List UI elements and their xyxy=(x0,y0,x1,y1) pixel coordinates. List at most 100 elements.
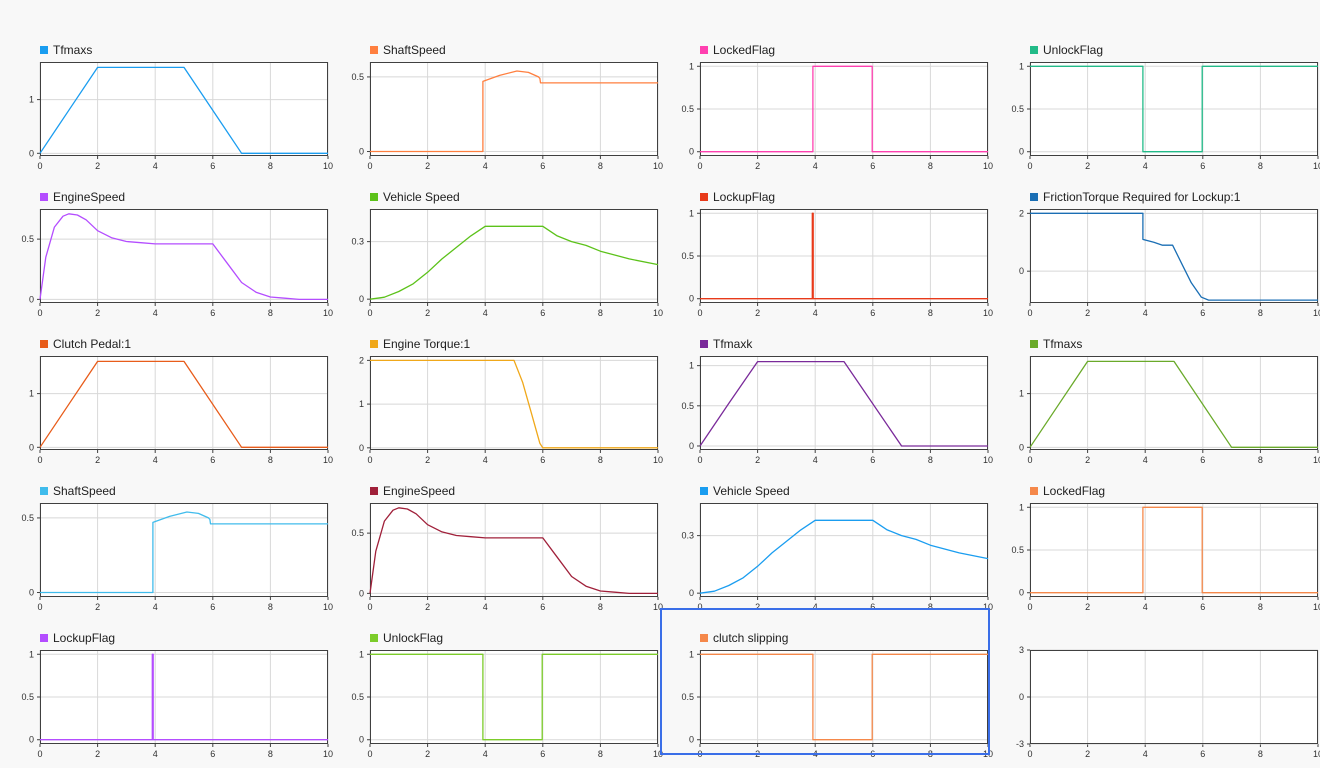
y-tick-label: 0 xyxy=(689,588,694,598)
y-tick-label: 0.5 xyxy=(681,401,694,411)
panel-title-text: LockedFlag xyxy=(713,43,775,57)
x-tick-label: 6 xyxy=(540,308,545,318)
legend-swatch xyxy=(370,46,378,54)
y-tick-label: 0 xyxy=(29,294,34,304)
plot-svg[interactable]: 0 2 4 6 8 10 0 0.5 1 xyxy=(996,499,1320,615)
x-tick-label: 2 xyxy=(425,602,430,612)
x-tick-label: 0 xyxy=(697,749,702,759)
x-tick-label: 0 xyxy=(697,308,702,318)
plot-area xyxy=(1030,209,1318,303)
y-tick-label: 3 xyxy=(1019,645,1024,655)
y-tick-label: 0 xyxy=(359,147,364,157)
plot-svg[interactable]: 0 2 4 6 8 10 0 0.5 xyxy=(6,205,334,321)
y-tick-label: 0 xyxy=(29,735,34,745)
x-tick-label: 2 xyxy=(95,308,100,318)
plot-svg[interactable]: 0 2 4 6 8 10 0 0.5 1 xyxy=(666,58,994,174)
y-tick-label: 0 xyxy=(359,443,364,453)
x-tick-label: 6 xyxy=(210,161,215,171)
y-tick-label: 1 xyxy=(1019,389,1024,399)
x-tick-label: 10 xyxy=(983,308,993,318)
y-tick-label: 0 xyxy=(689,441,694,451)
panel-title: Clutch Pedal:1 xyxy=(40,336,131,352)
plot-svg[interactable]: 0 2 4 6 8 10 0 0.5 1 xyxy=(6,646,334,762)
x-tick-label: 2 xyxy=(95,602,100,612)
x-tick-label: 10 xyxy=(1313,161,1320,171)
x-tick-label: 4 xyxy=(153,308,158,318)
x-tick-label: 4 xyxy=(153,455,158,465)
plot-svg[interactable]: 0 2 4 6 8 10 0 0.3 xyxy=(336,205,664,321)
y-tick-label: 1 xyxy=(359,649,364,659)
panel-title: LockedFlag xyxy=(1030,483,1105,499)
x-tick-label: 2 xyxy=(755,455,760,465)
plot-svg[interactable]: 0 2 4 6 8 10 0 0.5 1 xyxy=(666,646,994,762)
y-tick-label: 0.5 xyxy=(351,528,364,538)
panel-title-text: clutch slipping xyxy=(713,631,788,645)
plot-area xyxy=(370,62,658,156)
x-tick-label: 10 xyxy=(323,602,333,612)
x-tick-label: 4 xyxy=(153,161,158,171)
plot-area xyxy=(1030,356,1318,450)
plot-svg[interactable]: 0 2 4 6 8 10 0 0.5 1 xyxy=(996,58,1320,174)
x-tick-label: 8 xyxy=(928,308,933,318)
y-tick-label: 1 xyxy=(689,61,694,71)
x-tick-label: 2 xyxy=(755,308,760,318)
panel-title-text: LockedFlag xyxy=(1043,484,1105,498)
plot-svg[interactable]: 0 2 4 6 8 10 0 0.5 1 xyxy=(666,205,994,321)
plot-svg[interactable]: 0 2 4 6 8 10 0 0.5 xyxy=(336,58,664,174)
x-tick-label: 0 xyxy=(1027,749,1032,759)
x-tick-label: 6 xyxy=(870,161,875,171)
y-tick-label: 0.5 xyxy=(21,234,34,244)
x-tick-label: 6 xyxy=(540,161,545,171)
plot-svg[interactable]: 0 2 4 6 8 10 0 2 xyxy=(996,205,1320,321)
plot-svg[interactable]: 0 2 4 6 8 10 0 1 xyxy=(6,352,334,468)
x-tick-label: 4 xyxy=(483,602,488,612)
x-tick-label: 8 xyxy=(598,308,603,318)
x-tick-label: 6 xyxy=(870,455,875,465)
plot-svg[interactable]: 0 2 4 6 8 10 0 0.5 xyxy=(6,499,334,615)
plot-svg[interactable]: 0 2 4 6 8 10 0 0.5 1 xyxy=(666,352,994,468)
x-tick-label: 8 xyxy=(268,308,273,318)
plot-area xyxy=(40,356,328,450)
panel-title: ShaftSpeed xyxy=(40,483,116,499)
y-tick-label: 2 xyxy=(1019,208,1024,218)
x-tick-label: 10 xyxy=(983,602,993,612)
y-tick-label: 0 xyxy=(1019,442,1024,452)
y-tick-label: 1 xyxy=(29,649,34,659)
y-tick-label: 0.5 xyxy=(351,692,364,702)
y-tick-label: 0 xyxy=(689,147,694,157)
x-tick-label: 6 xyxy=(210,308,215,318)
x-tick-label: 6 xyxy=(870,749,875,759)
legend-swatch xyxy=(370,487,378,495)
plot-svg[interactable]: 0 2 4 6 8 10 0 0.5 xyxy=(336,499,664,615)
x-tick-label: 4 xyxy=(813,308,818,318)
x-tick-label: 4 xyxy=(153,749,158,759)
plot-area xyxy=(40,503,328,597)
plot-area xyxy=(40,62,328,156)
plot-svg[interactable]: 0 2 4 6 8 10 0 0.3 xyxy=(666,499,994,615)
x-tick-label: 0 xyxy=(1027,161,1032,171)
panel-title: Tfmaxk xyxy=(700,336,752,352)
plot-svg[interactable]: 0 2 4 6 8 10 0 1 xyxy=(996,352,1320,468)
y-tick-label: 0.5 xyxy=(351,72,364,82)
panel-title-text: LockupFlag xyxy=(53,631,115,645)
legend-swatch xyxy=(370,634,378,642)
x-tick-label: 2 xyxy=(1085,455,1090,465)
x-tick-label: 0 xyxy=(1027,308,1032,318)
legend-swatch xyxy=(370,193,378,201)
plot-svg[interactable]: 0 2 4 6 8 10 0 1 xyxy=(6,58,334,174)
plot-svg[interactable]: 0 2 4 6 8 10 0 0.5 1 xyxy=(336,646,664,762)
y-tick-label: 0.5 xyxy=(681,251,694,261)
panel-title: EngineSpeed xyxy=(370,483,455,499)
x-tick-label: 10 xyxy=(1313,455,1320,465)
x-tick-label: 4 xyxy=(813,455,818,465)
y-tick-label: 0 xyxy=(1019,692,1024,702)
panel-title-text: EngineSpeed xyxy=(383,484,455,498)
x-tick-label: 6 xyxy=(540,602,545,612)
x-tick-label: 2 xyxy=(1085,308,1090,318)
x-tick-label: 2 xyxy=(425,161,430,171)
plot-svg[interactable]: 0 2 4 6 8 10 0 1 2 xyxy=(336,352,664,468)
x-tick-label: 10 xyxy=(983,749,993,759)
panel-title-text: LockupFlag xyxy=(713,190,775,204)
